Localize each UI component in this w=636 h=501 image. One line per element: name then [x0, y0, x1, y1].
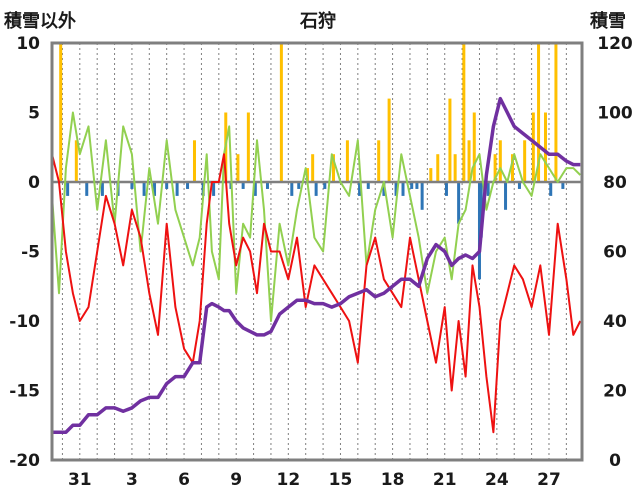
precip-bar	[153, 182, 157, 196]
right-tick-label: 100	[597, 104, 633, 124]
precip-bar	[366, 182, 370, 189]
precip-bar	[382, 182, 386, 196]
precip-bar	[377, 140, 381, 182]
left-tick-label: 10	[16, 34, 40, 54]
left-axis-label: 積雪以外	[3, 10, 76, 32]
precip-bar	[554, 43, 558, 182]
right-tick-label: 120	[597, 34, 633, 54]
precip-bar	[332, 154, 336, 182]
left-tick-label: -15	[9, 382, 40, 402]
chart-title: 石狩	[299, 10, 336, 32]
precip-bar	[549, 182, 553, 196]
x-tick-label: 18	[381, 470, 405, 490]
x-tick-label: 12	[276, 470, 300, 490]
precip-bar	[246, 112, 250, 182]
precip-bar	[314, 182, 318, 196]
right-tick-label: 60	[603, 243, 627, 263]
plot-frame	[50, 41, 584, 462]
left-tick-label: -20	[9, 451, 40, 471]
precip-bar	[236, 154, 240, 182]
precip-bar	[504, 182, 508, 210]
precip-bar	[462, 43, 466, 182]
precip-bar	[100, 182, 104, 196]
precip-bar	[279, 43, 283, 182]
left-tick-label: 5	[28, 104, 40, 124]
precip-bar	[358, 182, 362, 196]
precip-bar	[192, 140, 196, 182]
precip-bar	[448, 98, 452, 182]
left-axis-ticks: 10 5 0 -5 -10 -15 -20	[9, 34, 40, 471]
precip-bar	[175, 182, 179, 196]
precip-bar	[186, 182, 190, 189]
precip-bar	[85, 182, 89, 196]
precip-bar	[510, 154, 514, 182]
temperature-line	[51, 153, 582, 434]
right-axis-label: 積雪	[589, 10, 626, 32]
precip-bar	[142, 182, 146, 196]
left-tick-label: -5	[21, 243, 40, 263]
right-axis-ticks: 120 100 80 60 40 20 0	[597, 34, 633, 471]
right-tick-label: 40	[603, 312, 627, 332]
x-tick-label: 24	[485, 470, 509, 490]
precip-bar	[297, 182, 301, 189]
precip-bar	[410, 182, 414, 189]
precip-bar	[517, 182, 521, 189]
precip-bar	[477, 182, 481, 280]
x-tick-label: 9	[230, 470, 242, 490]
precip-bar	[537, 43, 541, 182]
precip-bar	[453, 154, 457, 182]
precip-bar	[531, 112, 535, 182]
precip-bar	[486, 182, 490, 196]
precip-bar	[59, 43, 63, 182]
wind-line	[51, 111, 582, 322]
precip-bar	[345, 140, 349, 182]
precip-bar	[66, 182, 70, 196]
series-lines	[51, 96, 582, 434]
precip-bar	[394, 182, 398, 196]
x-axis-ticks: 31 3 6 9 12 15 18 21 24 27	[68, 470, 561, 490]
precip-bar	[523, 140, 527, 182]
precip-bar	[420, 182, 424, 210]
precip-bar	[241, 182, 245, 189]
precip-bar	[457, 182, 461, 224]
precip-bar	[472, 112, 476, 182]
x-tick-label: 27	[537, 470, 561, 490]
precip-bar	[323, 182, 327, 189]
precip-bar	[212, 182, 216, 196]
precip-bar	[130, 182, 134, 189]
x-tick-label: 3	[126, 470, 138, 490]
precip-bar	[253, 182, 257, 196]
precip-bar	[436, 154, 440, 182]
precip-bar	[415, 182, 419, 189]
x-tick-label: 31	[68, 470, 92, 490]
precip-bar	[387, 98, 391, 182]
precip-bar	[544, 112, 548, 182]
right-tick-label: 20	[603, 382, 627, 402]
right-tick-label: 80	[603, 173, 627, 193]
precip-bar	[290, 182, 294, 196]
right-tick-label: 0	[609, 451, 621, 471]
x-tick-label: 15	[329, 470, 353, 490]
precip-bar	[311, 154, 315, 182]
precip-bar	[265, 182, 269, 189]
precip-bar	[498, 140, 502, 182]
precip-bar	[165, 182, 169, 189]
precip-bar	[493, 154, 497, 182]
precip-bar	[444, 182, 448, 196]
x-tick-label: 6	[178, 470, 190, 490]
precip-bar	[467, 140, 471, 182]
precip-bars	[59, 43, 565, 280]
precip-bar	[479, 182, 483, 238]
snow_depth-line	[52, 96, 581, 434]
left-tick-label: -10	[9, 312, 40, 332]
precip-bar	[74, 140, 78, 182]
x-tick-label: 21	[433, 470, 457, 490]
precip-bar	[401, 182, 405, 196]
precip-bar	[561, 182, 565, 189]
left-tick-label: 0	[28, 173, 40, 193]
precip-bar	[429, 168, 433, 182]
